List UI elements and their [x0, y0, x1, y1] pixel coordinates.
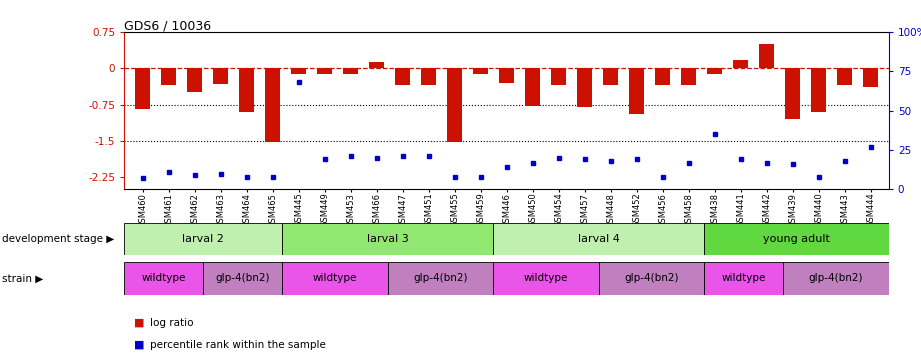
- Bar: [656, 69, 670, 85]
- Text: larval 4: larval 4: [577, 234, 620, 244]
- Text: wildtype: wildtype: [524, 273, 568, 283]
- Bar: [283, 223, 494, 255]
- Bar: [422, 69, 436, 85]
- Bar: [124, 223, 283, 255]
- Text: glp-4(bn2): glp-4(bn2): [624, 273, 679, 283]
- Text: larval 3: larval 3: [367, 234, 409, 244]
- Bar: [733, 60, 748, 69]
- Bar: [124, 262, 204, 295]
- Bar: [705, 223, 889, 255]
- Bar: [135, 69, 150, 110]
- Bar: [291, 69, 306, 74]
- Bar: [577, 69, 591, 107]
- Text: development stage ▶: development stage ▶: [2, 234, 114, 244]
- Bar: [448, 69, 461, 142]
- Text: percentile rank within the sample: percentile rank within the sample: [150, 340, 326, 350]
- Bar: [214, 69, 227, 84]
- Bar: [369, 62, 384, 69]
- Text: strain ▶: strain ▶: [2, 273, 43, 283]
- Bar: [239, 69, 253, 112]
- Text: glp-4(bn2): glp-4(bn2): [809, 273, 863, 283]
- Text: log ratio: log ratio: [150, 318, 193, 328]
- Bar: [863, 69, 878, 87]
- Bar: [811, 69, 826, 112]
- Bar: [494, 223, 705, 255]
- Bar: [603, 69, 618, 85]
- Text: glp-4(bn2): glp-4(bn2): [216, 273, 270, 283]
- Bar: [283, 262, 388, 295]
- Text: GDS6 / 10036: GDS6 / 10036: [124, 19, 212, 32]
- Bar: [499, 69, 514, 83]
- Bar: [388, 262, 494, 295]
- Bar: [494, 262, 599, 295]
- Text: young adult: young adult: [764, 234, 830, 244]
- Bar: [473, 69, 488, 74]
- Bar: [837, 69, 852, 85]
- Bar: [187, 69, 202, 92]
- Bar: [265, 69, 280, 142]
- Text: wildtype: wildtype: [313, 273, 357, 283]
- Bar: [344, 69, 357, 74]
- Bar: [760, 44, 774, 69]
- Bar: [525, 69, 540, 106]
- Bar: [784, 262, 889, 295]
- Text: ■: ■: [134, 340, 144, 350]
- Bar: [707, 69, 722, 74]
- Bar: [629, 69, 644, 114]
- Text: wildtype: wildtype: [142, 273, 186, 283]
- Bar: [318, 69, 332, 74]
- Text: glp-4(bn2): glp-4(bn2): [414, 273, 468, 283]
- Bar: [552, 69, 565, 85]
- Bar: [705, 262, 784, 295]
- Bar: [682, 69, 695, 85]
- Bar: [161, 69, 176, 85]
- Text: larval 2: larval 2: [182, 234, 225, 244]
- Text: wildtype: wildtype: [721, 273, 766, 283]
- Bar: [786, 69, 799, 119]
- Text: ■: ■: [134, 318, 144, 328]
- Bar: [204, 262, 283, 295]
- Bar: [395, 69, 410, 85]
- Bar: [599, 262, 705, 295]
